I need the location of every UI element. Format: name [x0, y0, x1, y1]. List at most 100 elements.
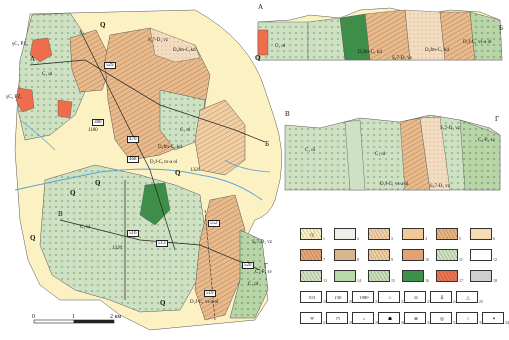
- label-c1ol: C₁ ol: [42, 72, 53, 77]
- legend-number: 30: [401, 320, 405, 325]
- legend-swatch: 1980: [352, 291, 374, 303]
- well-id: 516: [127, 230, 139, 237]
- well-id: 519: [204, 290, 216, 297]
- label-q: Q: [30, 234, 36, 242]
- legend-number: 9: [391, 257, 393, 262]
- fault-3: [204, 209, 216, 321]
- river-2: [224, 159, 271, 173]
- label-q: Q: [255, 54, 261, 62]
- legend-swatch: ⌂: [352, 312, 374, 324]
- legend-swatch: [470, 228, 492, 240]
- section-vg-label: S₂7-D₁ vz: [440, 126, 461, 131]
- legend-swatch: △: [456, 291, 478, 303]
- unit-dark-green-map: [139, 182, 171, 226]
- label-q: Q: [175, 169, 181, 177]
- legend-swatch: [402, 249, 424, 261]
- section-vg-right: Г: [495, 115, 500, 123]
- scale-tick-2: 2 км: [110, 314, 122, 320]
- label-d1f: D₁f-C₁vs-a ol: [150, 160, 178, 165]
- section-line-ab: [29, 59, 266, 143]
- legend-number: 22: [401, 299, 405, 304]
- legend-number: 4: [425, 236, 427, 241]
- legend-number: 5: [459, 236, 461, 241]
- legend-swatch-text: ♁: [440, 295, 444, 300]
- well-id: 468: [127, 156, 139, 163]
- fault-1: [79, 29, 176, 251]
- legend-swatch-text: △: [466, 295, 470, 300]
- elevation-label: 1320: [112, 246, 122, 251]
- legend-swatch-text: ⌂: [362, 316, 366, 321]
- legend-swatch: [334, 270, 356, 282]
- legend-number: 24: [453, 299, 457, 304]
- legend-swatch: [436, 228, 458, 240]
- river-1: [14, 168, 263, 201]
- section-vg-label: C₁-P₁ sv: [478, 138, 495, 143]
- legend-swatch: ✶: [482, 312, 504, 324]
- well-id: 529: [104, 62, 116, 69]
- legend-number: 27: [323, 320, 327, 325]
- legend-number: 20: [349, 299, 353, 304]
- label-c1ol: C₁ ol: [80, 225, 91, 230]
- section-letter-b: Б: [265, 140, 270, 148]
- legend-swatch: ♁: [430, 291, 452, 303]
- legend-number: 31: [427, 320, 431, 325]
- legend-swatch: [300, 249, 322, 261]
- legend-swatch-text: ⊕: [414, 316, 418, 321]
- legend-number: 12: [493, 257, 497, 262]
- section-vg-label: S₂7-D₁ vz: [430, 184, 451, 189]
- label-q: Q: [70, 189, 76, 197]
- label-q: Q: [95, 179, 101, 187]
- legend-number: 23: [427, 299, 431, 304]
- scale-tick-1: 1: [72, 314, 75, 320]
- section-ab-label: D₂fm-C₁ kd: [425, 48, 449, 53]
- section-ab-label: S₂7-D₁ vz: [392, 56, 413, 61]
- label-s27: S₂7-D₁ vz: [148, 38, 169, 43]
- unit-s27-central: [149, 27, 201, 63]
- legend-swatch-text: Ψ: [310, 316, 314, 321]
- legend-swatch-text: ⊓: [336, 316, 340, 321]
- legend-swatch: ☗: [378, 312, 400, 324]
- legend-swatch-text: ☆: [387, 295, 393, 300]
- section-letter-g: Г: [264, 262, 269, 270]
- legend-number: 28: [349, 320, 353, 325]
- legend-number: 34: [505, 320, 509, 325]
- section-vg-label: D₁f-C₁ vs-a ol: [380, 182, 409, 187]
- section-ab-label: D₁f-C₁ vs-a ol: [463, 40, 492, 45]
- well-id: 552: [208, 220, 220, 227]
- legend-swatch: Ψ: [300, 312, 322, 324]
- legend-swatch: ⊕: [404, 312, 426, 324]
- well-id: 380: [92, 119, 104, 126]
- legend-number: 3: [391, 236, 393, 241]
- legend-number: 11: [459, 257, 463, 262]
- legend-number: 18: [493, 278, 497, 283]
- unit-band-upper: [69, 29, 113, 93]
- elevation-label: 1320: [190, 168, 200, 173]
- legend-swatch: ƒ30: [326, 291, 348, 303]
- legend-swatch: [402, 228, 424, 240]
- legend-number: 13: [323, 278, 327, 283]
- legend-swatch: [368, 249, 390, 261]
- legend-swatch: [368, 228, 390, 240]
- well-id: 513: [156, 240, 168, 247]
- legend-number: 29: [375, 320, 379, 325]
- legend-swatch: ☆: [378, 291, 400, 303]
- legend-number: 33: [479, 320, 483, 325]
- unit-hatched-right: [194, 99, 246, 176]
- section-line-vg: [59, 219, 261, 271]
- legend-swatch-text: ƒ30: [334, 295, 342, 300]
- section-ab-label: C₁ ol: [275, 44, 286, 49]
- legend-swatch: [300, 270, 322, 282]
- legend-number: 8: [357, 257, 359, 262]
- legend-number: 10: [425, 257, 429, 262]
- well-id: 470: [127, 136, 139, 143]
- label-s27: S₂7-D₁ vz: [252, 240, 273, 245]
- legend-swatch: ⊓: [326, 312, 348, 324]
- legend-number: 17: [459, 278, 463, 283]
- legend-swatch-text: ☗: [387, 316, 393, 321]
- legend-number: 21: [375, 299, 379, 304]
- well-id: 520: [242, 262, 254, 269]
- unit-red-3: [57, 99, 73, 119]
- legend-number: 19: [323, 299, 327, 304]
- river-3: [19, 119, 56, 151]
- label-gamma: γC₁ PZ₁: [6, 95, 23, 100]
